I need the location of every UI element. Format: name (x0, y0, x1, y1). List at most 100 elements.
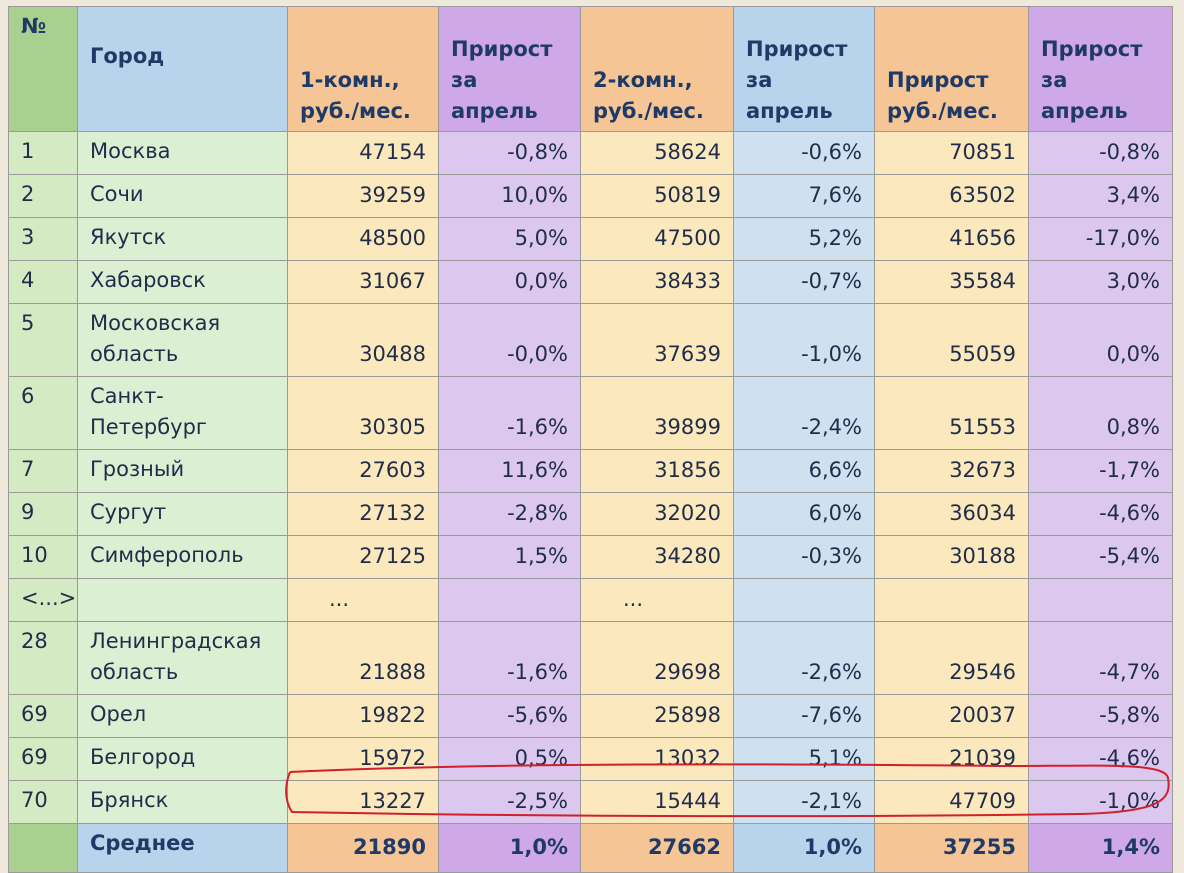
table-cell: 9 (8, 492, 78, 536)
table-cell: -0,7% (733, 260, 875, 304)
table-cell: Хабаровск (77, 260, 288, 304)
table-cell: 70851 (874, 131, 1029, 175)
table-cell: 29698 (580, 621, 734, 695)
footer-cell: 1,4% (1028, 823, 1173, 873)
table-cell: 30188 (874, 535, 1029, 579)
table-cell: 41656 (874, 217, 1029, 261)
header-cell: Прирост за апрель (733, 6, 875, 132)
header-cell: № (8, 6, 78, 132)
table-cell: -1,7% (1028, 449, 1173, 493)
table-cell: Москва (77, 131, 288, 175)
table-cell: Симферополь (77, 535, 288, 579)
table-cell: 7,6% (733, 174, 875, 218)
table-cell: -1,0% (1028, 780, 1173, 824)
table-cell: -2,1% (733, 780, 875, 824)
table-cell: 4 (8, 260, 78, 304)
table-cell: Белгород (77, 737, 288, 781)
table-row: 3 Якутск 48500 5,0% 47500 5,2% 41656 -17,0% (8, 217, 1173, 261)
table-cell: 34280 (580, 535, 734, 579)
table-cell: 32673 (874, 449, 1029, 493)
table-cell: 69 (8, 694, 78, 738)
table-row: 69 Белгород 15972 0,5% 13032 5,1% 21039 -4,6% (8, 737, 1173, 781)
table-cell: Орел (77, 694, 288, 738)
table-cell: 19822 (287, 694, 439, 738)
table-cell: Ленинградская область (77, 621, 288, 695)
table-cell: 10,0% (438, 174, 581, 218)
header-cell: Город (77, 6, 288, 132)
table-cell: <...> (8, 578, 78, 622)
table-cell: 6,0% (733, 492, 875, 536)
table-cell: 5,0% (438, 217, 581, 261)
table-row: 6 Санкт-Петербург 30305 -1,6% 39899 -2,4% 5155… (8, 376, 1173, 450)
table-cell: 0,0% (438, 260, 581, 304)
table-cell: 1 (8, 131, 78, 175)
table-cell: 50819 (580, 174, 734, 218)
table-cell: 37639 (580, 303, 734, 377)
table-cell: 7 (8, 449, 78, 493)
table-row: 10 Симферополь 27125 1,5% 34280 -0,3% 30188 -5,… (8, 535, 1173, 579)
table-cell: Брянск (77, 780, 288, 824)
table-cell: 27603 (287, 449, 439, 493)
table-cell (77, 578, 288, 622)
table-cell: -1,0% (733, 303, 875, 377)
table-row: <...>...... (8, 578, 1173, 622)
footer-cell: 1,0% (438, 823, 581, 873)
footer-cell: 1,0% (733, 823, 875, 873)
table-cell: 51553 (874, 376, 1029, 450)
table-cell: 15444 (580, 780, 734, 824)
table-row: 7 Грозный 27603 11,6% 31856 6,6% 32673 -1,7% (8, 449, 1173, 493)
table-cell: 21888 (287, 621, 439, 695)
table-cell: 3 (8, 217, 78, 261)
table-cell: ... (580, 578, 734, 622)
header-cell: 2-комн., руб./мес. (580, 6, 734, 132)
header-cell: Прирост руб./мес. (874, 6, 1029, 132)
table-cell: 70 (8, 780, 78, 824)
table-cell: 3,4% (1028, 174, 1173, 218)
table-cell: -4,6% (1028, 492, 1173, 536)
table-cell: ... (287, 578, 439, 622)
table-row: 70 Брянск 13227 -2,5% 15444 -2,1% 47709 -1,0% (8, 780, 1173, 824)
table-cell: 29546 (874, 621, 1029, 695)
table-cell: 39899 (580, 376, 734, 450)
table-cell: 3,0% (1028, 260, 1173, 304)
table-cell (733, 578, 875, 622)
table-cell: -17,0% (1028, 217, 1173, 261)
table-cell: 11,6% (438, 449, 581, 493)
table-cell: 13032 (580, 737, 734, 781)
header-cell: Прирост за апрель (438, 6, 581, 132)
table-cell: 47709 (874, 780, 1029, 824)
table-cell: 21039 (874, 737, 1029, 781)
table-cell: 5 (8, 303, 78, 377)
table-cell: 32020 (580, 492, 734, 536)
table-cell: -2,5% (438, 780, 581, 824)
header-cell: Прирост за апрель (1028, 6, 1173, 132)
table-cell: 30305 (287, 376, 439, 450)
table-cell: -2,8% (438, 492, 581, 536)
table-cell: -0,0% (438, 303, 581, 377)
table-cell: -1,6% (438, 621, 581, 695)
table-cell: 5,2% (733, 217, 875, 261)
table-cell: Московская область (77, 303, 288, 377)
table-row: 1 Москва 47154 -0,8% 58624 -0,6% 70851 -0,8% (8, 131, 1173, 175)
table-cell: 0,5% (438, 737, 581, 781)
table-cell: 47500 (580, 217, 734, 261)
table-cell: 27132 (287, 492, 439, 536)
table-cell: 0,8% (1028, 376, 1173, 450)
table-cell: 36034 (874, 492, 1029, 536)
table-cell: -5,6% (438, 694, 581, 738)
table-cell: -2,6% (733, 621, 875, 695)
table-cell: Сочи (77, 174, 288, 218)
table-cell: 25898 (580, 694, 734, 738)
table-cell: 15972 (287, 737, 439, 781)
table-cell: 20037 (874, 694, 1029, 738)
footer-cell (8, 823, 78, 873)
table-row: 28 Ленинградская область 21888 -1,6% 29698 -2… (8, 621, 1173, 695)
table-row: 2 Сочи 39259 10,0% 50819 7,6% 63502 3,4% (8, 174, 1173, 218)
table-cell: 69 (8, 737, 78, 781)
table-cell: 47154 (287, 131, 439, 175)
table-cell: 10 (8, 535, 78, 579)
table-cell: 63502 (874, 174, 1029, 218)
table-cell (1028, 578, 1173, 622)
table-cell: -5,4% (1028, 535, 1173, 579)
table-cell: 35584 (874, 260, 1029, 304)
